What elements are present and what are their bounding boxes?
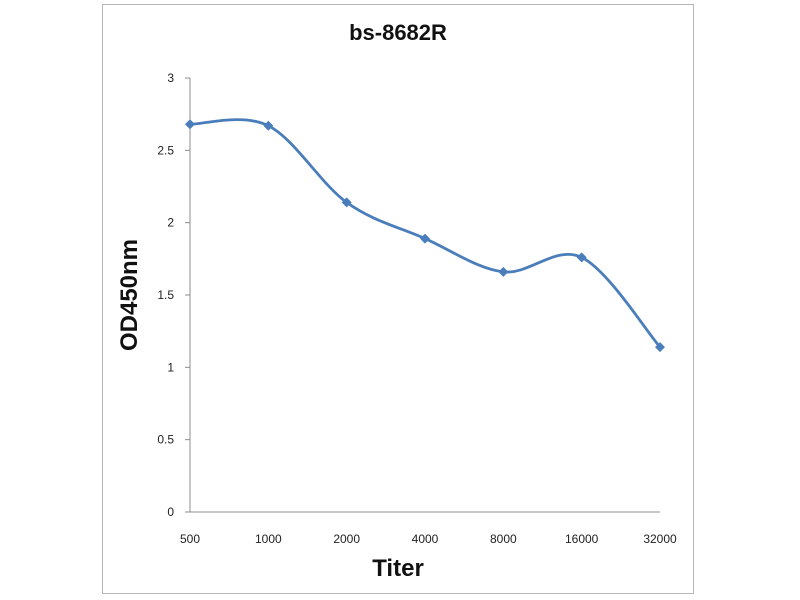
x-tick-labels: 500 1000 2000 4000 8000 16000 32000: [180, 532, 677, 546]
y-tick-label: 3: [167, 71, 174, 85]
data-point-marker: [263, 120, 274, 131]
y-tick-label: 2.5: [157, 143, 174, 157]
x-tick-label: 16000: [565, 532, 599, 546]
x-tick-label: 32000: [643, 532, 677, 546]
y-tick-label: 1: [167, 360, 174, 374]
data-point-marker: [420, 233, 430, 244]
y-tick-labels: 0 0.5 1 1.5 2 2.5 3: [157, 71, 190, 519]
chart-title: bs-8682R: [349, 20, 447, 45]
chart-frame: [102, 4, 694, 594]
data-point-marker: [655, 342, 665, 353]
data-point-marker: [498, 266, 509, 277]
y-axis-title: OD450nm: [116, 239, 143, 351]
y-tick-label: 1.5: [157, 288, 174, 302]
x-tick-label: 8000: [490, 532, 517, 546]
data-point-marker: [576, 252, 587, 263]
data-point-marker: [185, 119, 195, 130]
y-tick-label: 0: [167, 505, 174, 519]
data-point-marker: [341, 197, 352, 208]
x-tick-label: 2000: [333, 532, 360, 546]
series-group: [185, 118, 665, 353]
x-axis-title: Titer: [372, 555, 424, 582]
series-line: [188, 118, 662, 349]
x-tick-label: 4000: [412, 532, 439, 546]
axes: [189, 78, 660, 513]
x-tick-label: 500: [180, 532, 200, 546]
x-tick-label: 1000: [255, 532, 282, 546]
y-tick-label: 0.5: [157, 433, 174, 447]
y-tick-label: 2: [167, 216, 174, 230]
